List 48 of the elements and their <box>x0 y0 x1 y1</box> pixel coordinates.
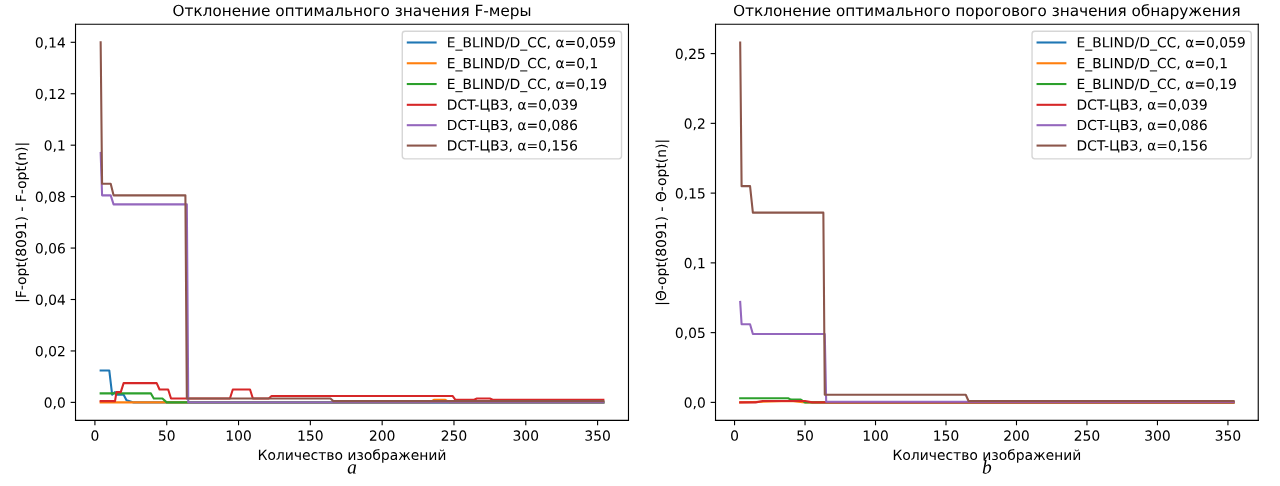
x-tick-label: 300 <box>513 430 539 441</box>
x-tick-label: 150 <box>934 430 959 441</box>
y-tick-label: 0,15 <box>675 188 705 201</box>
legend-label: DCT-ЦВЗ, α=0,156 <box>448 140 578 153</box>
x-tick-label: 0 <box>731 430 739 441</box>
x-tick-label: 200 <box>1004 430 1029 441</box>
legend-label: DCT-ЦВЗ, α=0,156 <box>1077 140 1207 153</box>
x-tick-label: 100 <box>226 430 251 441</box>
y-tick-label: 0,1 <box>44 140 65 153</box>
y-tick-label: 0,0 <box>44 397 65 410</box>
x-tick-label: 250 <box>441 430 467 441</box>
y-tick-label: 0,08 <box>35 191 65 204</box>
legend-label: E_BLIND/D_CC, α=0,059 <box>1077 37 1245 51</box>
x-tick-label: 100 <box>863 430 888 441</box>
chart-title: Отклонение оптимального порогового значения обнаружения <box>733 4 1240 20</box>
legend-label: DCT-ЦВЗ, α=0,039 <box>1077 99 1207 112</box>
legend-label: DCT-ЦВЗ, α=0,039 <box>448 99 577 112</box>
x-tick-label: 50 <box>158 430 175 441</box>
y-tick-label: 0,14 <box>35 37 66 50</box>
x-tick-label: 150 <box>298 430 323 441</box>
x-tick-label: 250 <box>1074 430 1100 441</box>
y-axis-title: |F-opt(8091) - F-opt(n)| <box>15 143 30 302</box>
legend-label: E_BLIND/D_CC, α=0,1 <box>448 57 598 72</box>
x-tick-label: 300 <box>1145 430 1170 441</box>
chart-title: Отклонение оптимального значения F-меры <box>173 4 531 20</box>
x-tick-label: 50 <box>797 430 813 441</box>
y-tick-label: 0,2 <box>684 118 705 131</box>
y-tick-label: 0,0 <box>684 397 705 410</box>
y-tick-label: 0,05 <box>675 327 705 340</box>
legend-label: E_BLIND/D_CC, α=0,19 <box>1077 78 1236 93</box>
y-axis-title: |Θ-opt(8091) - Θ-opt(n)| <box>655 140 670 305</box>
x-tick-label: 350 <box>585 430 610 441</box>
legend-label: DCT-ЦВЗ, α=0,086 <box>1077 119 1207 133</box>
x-tick-label: 350 <box>1215 430 1241 441</box>
text: a <box>347 464 357 474</box>
x-tick-label: 200 <box>369 430 395 441</box>
y-tick-label: 0,1 <box>684 257 705 270</box>
legend-label: DCT-ЦВЗ, α=0,086 <box>448 119 578 133</box>
y-tick-label: 0,06 <box>35 243 65 255</box>
y-tick-label: 0,25 <box>675 48 705 61</box>
legend-label: E_BLIND/D_CC, α=0,059 <box>448 37 615 51</box>
x-axis-title: Количество изображений <box>258 449 446 463</box>
y-tick-label: 0,02 <box>35 345 65 358</box>
x-tick-label: 0 <box>91 430 99 441</box>
legend-label: E_BLIND/D_CC, α=0,19 <box>448 78 607 93</box>
legend-label: E_BLIND/D_CC, α=0,1 <box>1077 57 1227 72</box>
y-tick-label: 0,12 <box>35 88 65 101</box>
y-tick-label: 0,04 <box>35 294 66 307</box>
